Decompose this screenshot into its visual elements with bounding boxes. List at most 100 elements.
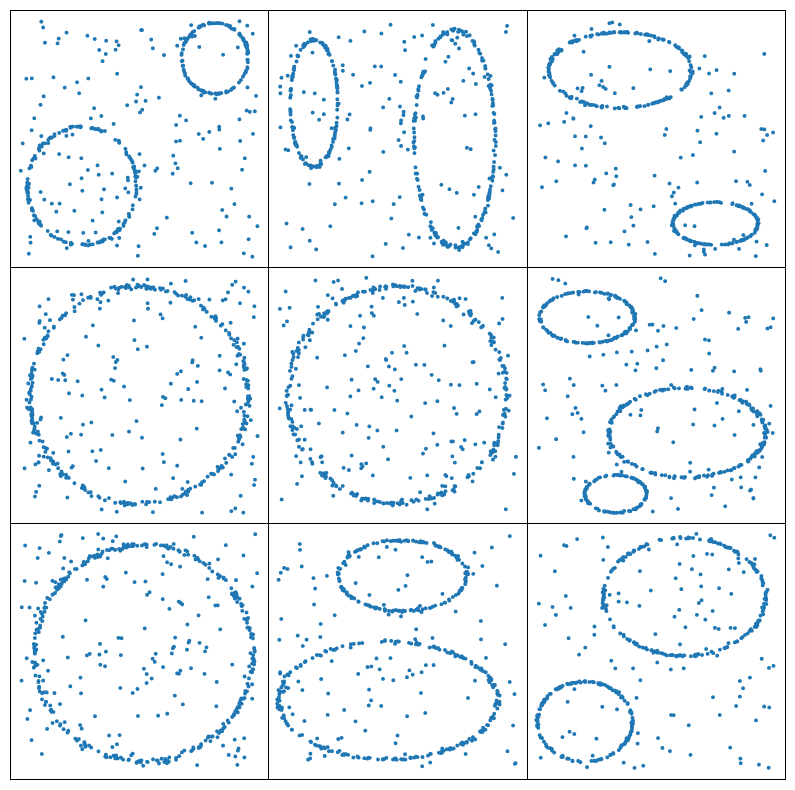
ellipse-point (650, 101, 654, 106)
noise-point (476, 185, 481, 189)
noise-point (772, 535, 777, 540)
ellipse-point (434, 646, 438, 650)
noise-point (567, 729, 572, 734)
noise-point (287, 705, 292, 710)
noise-point (592, 624, 597, 629)
noise-point (255, 571, 259, 576)
noise-point (573, 134, 577, 139)
noise-point (185, 480, 190, 484)
ellipse-point (617, 30, 622, 35)
noise-point (415, 312, 420, 316)
ellipse-point (30, 660, 35, 664)
ellipse-point (118, 548, 123, 553)
noise-point (242, 341, 246, 346)
ellipse-point (185, 493, 189, 498)
noise-point (570, 412, 575, 417)
noise-point (342, 561, 347, 565)
ellipse-point (67, 570, 72, 575)
ellipse-point (86, 556, 91, 561)
noise-point (251, 455, 256, 459)
noise-point (99, 507, 104, 512)
noise-point (298, 547, 302, 552)
noise-point (454, 412, 459, 416)
noise-point (396, 138, 401, 143)
noise-point (196, 132, 201, 136)
noise-point (313, 278, 318, 283)
noise-point (699, 114, 704, 119)
ellipse-point (628, 638, 632, 642)
noise-point (729, 477, 734, 482)
ellipse-point (222, 725, 227, 729)
ellipse-point (318, 161, 323, 166)
noise-point (683, 223, 688, 228)
noise-point (589, 27, 594, 31)
noise-point (356, 554, 361, 559)
noise-point (56, 36, 61, 41)
ellipse-point (674, 654, 679, 659)
noise-point (54, 209, 59, 214)
ellipse-point (762, 431, 766, 435)
noise-point (405, 714, 410, 719)
ellipse-point (463, 582, 468, 587)
noise-point (298, 396, 302, 400)
ellipse-point (657, 99, 661, 104)
noise-point (614, 383, 619, 387)
noise-point (366, 603, 371, 608)
noise-point (247, 664, 252, 669)
noise-point (410, 278, 415, 283)
ellipse-point (644, 32, 649, 37)
noise-point (629, 215, 634, 220)
ellipse-point (379, 640, 384, 644)
ellipse-point (408, 756, 413, 760)
ellipse-point (181, 47, 185, 52)
ellipse-point (88, 242, 92, 247)
ellipse-point (208, 21, 212, 26)
noise-point (337, 181, 341, 186)
ellipse-point (760, 609, 765, 614)
noise-point (78, 675, 83, 680)
noise-point (100, 59, 105, 64)
ellipse-point (628, 327, 632, 331)
noise-point (600, 383, 605, 388)
ellipse-point (749, 628, 754, 633)
noise-point (771, 663, 776, 668)
noise-point (567, 376, 572, 381)
noise-point (376, 555, 381, 560)
noise-point (81, 230, 86, 235)
noise-point (597, 83, 602, 88)
noise-point (379, 31, 384, 36)
noise-point (230, 662, 235, 667)
ellipse-point (726, 242, 730, 247)
noise-point (359, 462, 364, 467)
ellipse-point (131, 165, 135, 170)
noise-point (443, 59, 448, 64)
noise-point (736, 556, 741, 561)
ellipse-point (544, 328, 549, 332)
ellipse-point (622, 698, 627, 703)
noise-point (125, 175, 130, 180)
noise-point (667, 181, 672, 186)
noise-point (180, 492, 185, 497)
ellipse-point (234, 340, 239, 345)
noise-point (24, 656, 29, 661)
noise-point (34, 490, 39, 494)
noise-point (22, 466, 27, 471)
ellipse-point (538, 707, 542, 712)
ellipse-point (703, 242, 708, 247)
noise-point (81, 422, 85, 427)
ellipse-point (127, 214, 132, 219)
ellipse-point (549, 55, 554, 59)
noise-point (500, 188, 505, 193)
ellipse-point (687, 238, 692, 243)
scatter-panel-4 (10, 267, 269, 524)
noise-point (245, 85, 250, 90)
ellipse-point (158, 500, 162, 505)
ellipse-point (252, 646, 257, 650)
noise-point (113, 47, 118, 52)
noise-point (66, 449, 71, 454)
noise-point (89, 420, 94, 425)
ellipse-point (611, 625, 616, 630)
noise-point (757, 465, 762, 470)
noise-point (672, 614, 677, 619)
noise-point (58, 474, 63, 479)
